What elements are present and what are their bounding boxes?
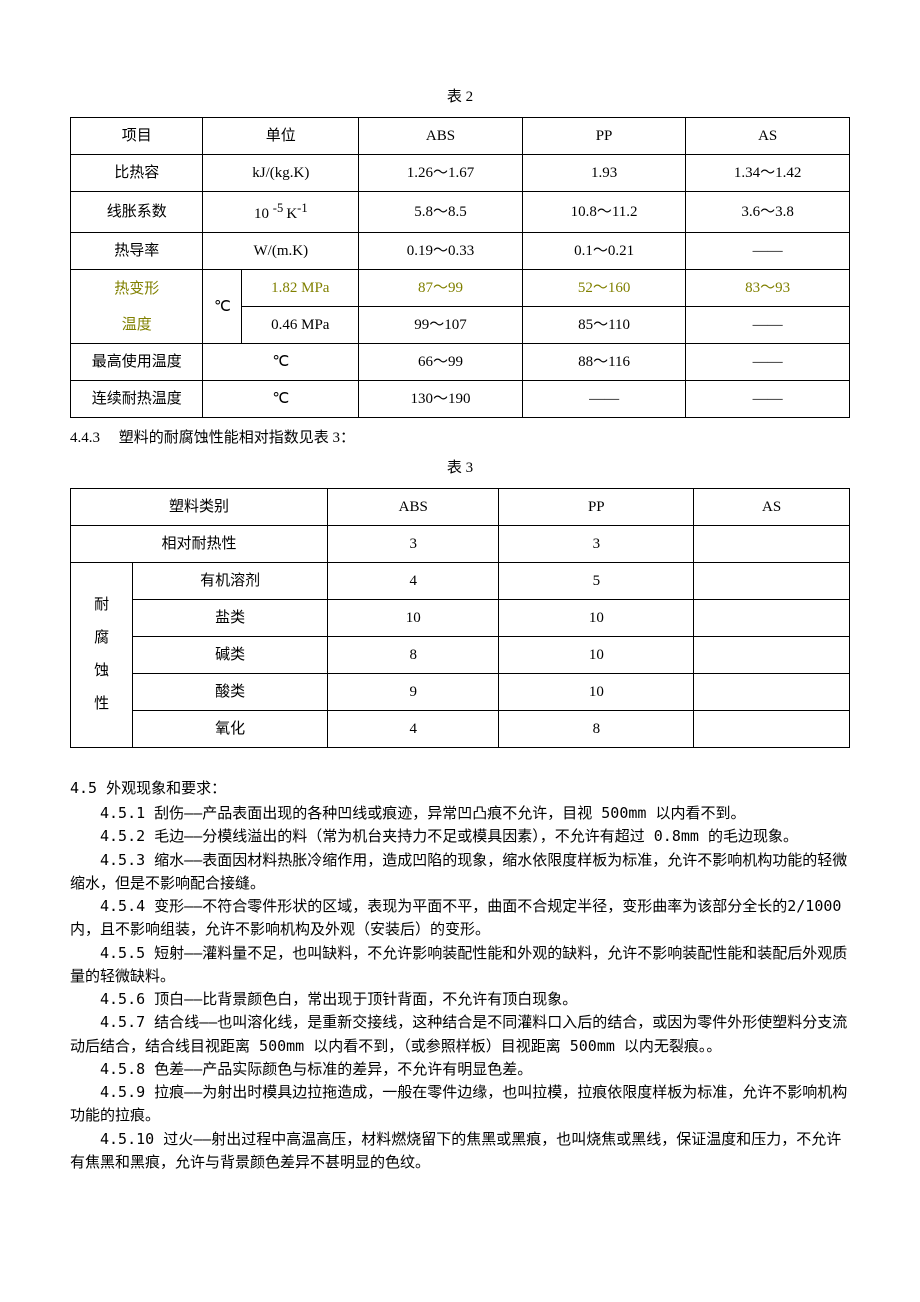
table-cell: 10 <box>499 637 694 674</box>
table-cell <box>694 563 850 600</box>
defect-item: 4.5.7 结合线——也叫溶化线，是重新交接线，这种结合是不同灌料口入后的结合，… <box>70 1011 850 1058</box>
table-cell: 1.34～1.42 <box>686 155 850 192</box>
table-cell: 10.8～11.2 <box>522 192 686 233</box>
table-cell: 线胀系数 <box>71 192 203 233</box>
table-cell: —— <box>686 381 850 418</box>
table-cell: 相对耐热性 <box>71 526 328 563</box>
section-45-heading: 4.5 外观现象和要求： <box>70 776 850 800</box>
table-cell: 87～99 <box>359 270 523 307</box>
table-cell: 3.6～3.8 <box>686 192 850 233</box>
defect-item: 4.5.9 拉痕——为射出时模具边拉拖造成，一般在零件边缘，也叫拉模，拉痕依限度… <box>70 1081 850 1128</box>
table3-header-cell: ABS <box>328 489 499 526</box>
defect-item: 4.5.4 变形——不符合零件形状的区域，表现为平面不平，曲面不合规定半径，变形… <box>70 895 850 942</box>
table3-header-cell: AS <box>694 489 850 526</box>
table3-group-label: 耐腐蚀性 <box>71 563 133 748</box>
defect-item: 4.5.6 顶白——比背景颜色白，常出现于顶针背面，不允许有顶白现象。 <box>70 988 850 1011</box>
table-cell: —— <box>686 233 850 270</box>
defect-item: 4.5.3 缩水——表面因材料热胀冷缩作用，造成凹陷的现象，缩水依限度样板为标准… <box>70 849 850 896</box>
table2-header-cell: AS <box>686 118 850 155</box>
table-cell: 0.46 MPa <box>242 307 359 344</box>
section-45-list: 4.5.1 刮伤——产品表面出现的各种凹线或痕迹，异常凹凸痕不允许，目视 500… <box>70 802 850 1174</box>
table-cell: 83～93 <box>686 270 850 307</box>
note-443: 4.4.3 塑料的耐腐蚀性能相对指数见表 3： <box>70 426 850 450</box>
table-cell: 88～116 <box>522 344 686 381</box>
table-cell: 氧化 <box>133 711 328 748</box>
table-cell <box>694 637 850 674</box>
table-cell: 10 <box>328 600 499 637</box>
table-cell: 碱类 <box>133 637 328 674</box>
table2-caption: 表 2 <box>70 85 850 109</box>
table-cell: ℃ <box>203 270 242 344</box>
table-cell: 52～160 <box>522 270 686 307</box>
table-cell: 10 -5 K-1 <box>203 192 359 233</box>
defect-item: 4.5.2 毛边——分模线溢出的料（常为机台夹持力不足或模具因素），不允许有超过… <box>70 825 850 848</box>
defect-item: 4.5.1 刮伤——产品表面出现的各种凹线或痕迹，异常凹凸痕不允许，目视 500… <box>70 802 850 825</box>
table-cell: 有机溶剂 <box>133 563 328 600</box>
table-cell: 10 <box>499 674 694 711</box>
table-cell: 8 <box>499 711 694 748</box>
table-cell: 9 <box>328 674 499 711</box>
table-cell: kJ/(kg.K) <box>203 155 359 192</box>
defect-item: 4.5.8 色差——产品实际颜色与标准的差异，不允许有明显色差。 <box>70 1058 850 1081</box>
table-cell: 1.82 MPa <box>242 270 359 307</box>
table-cell: 66～99 <box>359 344 523 381</box>
table-cell: 1.93 <box>522 155 686 192</box>
table-cell: 4 <box>328 563 499 600</box>
table2: 项目单位ABSPPAS 比热容kJ/(kg.K)1.26～1.671.931.34… <box>70 117 850 418</box>
table-cell: —— <box>686 307 850 344</box>
table-cell: 盐类 <box>133 600 328 637</box>
table-cell: 10 <box>499 600 694 637</box>
table2-header-cell: ABS <box>359 118 523 155</box>
table-cell: ℃ <box>203 381 359 418</box>
table3-header-cell: PP <box>499 489 694 526</box>
table-cell: 比热容 <box>71 155 203 192</box>
defect-item: 4.5.5 短射——灌料量不足，也叫缺料，不允许影响装配性能和外观的缺料，允许不… <box>70 942 850 989</box>
table-cell: 热导率 <box>71 233 203 270</box>
table-cell <box>694 711 850 748</box>
table-cell: 连续耐热温度 <box>71 381 203 418</box>
table-cell: 3 <box>328 526 499 563</box>
table-cell: 5 <box>499 563 694 600</box>
table-cell: 1.26～1.67 <box>359 155 523 192</box>
table-cell: 酸类 <box>133 674 328 711</box>
table-cell: ℃ <box>203 344 359 381</box>
table-cell: 85～110 <box>522 307 686 344</box>
defect-item: 4.5.10 过火——射出过程中高温高压，材料燃烧留下的焦黑或黑痕，也叫烧焦或黑… <box>70 1128 850 1175</box>
table-cell: 热变形温度 <box>71 270 203 344</box>
table2-header-cell: PP <box>522 118 686 155</box>
table-cell: —— <box>522 381 686 418</box>
table-cell: W/(m.K) <box>203 233 359 270</box>
table3: 塑料类别ABSPPAS相对耐热性33耐腐蚀性有机溶剂45盐类1010碱类810酸… <box>70 488 850 748</box>
table-cell: 8 <box>328 637 499 674</box>
table2-header-cell: 项目 <box>71 118 203 155</box>
table2-header-cell: 单位 <box>203 118 359 155</box>
table-cell: 最高使用温度 <box>71 344 203 381</box>
table-cell: 0.1～0.21 <box>522 233 686 270</box>
table-cell <box>694 600 850 637</box>
table-cell: 3 <box>499 526 694 563</box>
table-cell <box>694 526 850 563</box>
table3-header-cell: 塑料类别 <box>71 489 328 526</box>
table-cell <box>694 674 850 711</box>
table-cell: 4 <box>328 711 499 748</box>
table-cell: —— <box>686 344 850 381</box>
table-cell: 5.8～8.5 <box>359 192 523 233</box>
table-cell: 99～107 <box>359 307 523 344</box>
table-cell: 130～190 <box>359 381 523 418</box>
table3-caption: 表 3 <box>70 456 850 480</box>
table-cell: 0.19～0.33 <box>359 233 523 270</box>
